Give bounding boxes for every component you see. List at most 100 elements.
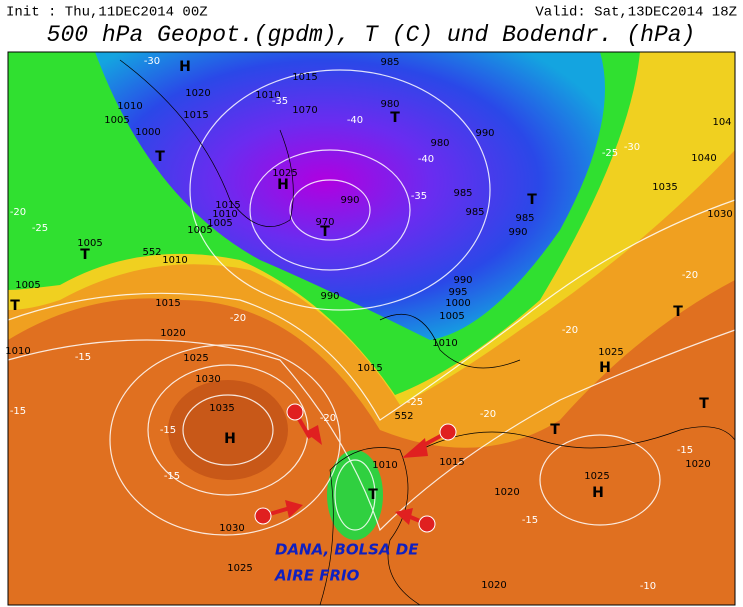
isobar-label: 1015	[183, 110, 208, 121]
cold-core	[95, 52, 605, 340]
isobar-label: 1025	[272, 168, 297, 179]
isobar-label: 1005	[207, 218, 232, 229]
isobar-label: 1010	[372, 460, 397, 471]
pressure-center: T	[368, 487, 378, 503]
temperature-label: -35	[272, 96, 288, 107]
pressure-center: H	[592, 485, 604, 501]
isobar-label: 1005	[77, 238, 102, 249]
isobar-label: 980	[430, 138, 449, 149]
isobar-label: 1015	[292, 72, 317, 83]
temperature-label: -20	[682, 270, 698, 281]
temperature-label: -15	[160, 425, 176, 436]
isobar-label: 990	[453, 275, 472, 286]
isobar-label: 1070	[292, 105, 317, 116]
isobar-label: 985	[380, 57, 399, 68]
temperature-label: -20	[230, 313, 246, 324]
pressure-center: T	[390, 110, 400, 126]
isobar-label: 552	[142, 247, 161, 258]
isobar-label: 1040	[691, 153, 716, 164]
temperature-label: -15	[677, 445, 693, 456]
map-title: 500 hPa Geopot.(gpdm), T (C) und Bodendr…	[47, 22, 696, 48]
temperature-label: -15	[75, 352, 91, 363]
pressure-center: T	[699, 396, 709, 412]
isobar-label: 990	[508, 227, 527, 238]
temperature-label: -15	[164, 471, 180, 482]
temperature-label: -25	[32, 223, 48, 234]
valid-text: Valid: Sat,13DEC2014 18Z	[535, 5, 737, 21]
isobar-label: 1015	[439, 457, 464, 468]
isobar-label: 1035	[209, 403, 234, 414]
isobar-label: 1015	[357, 363, 382, 374]
isobar-label: 1015	[215, 200, 240, 211]
temperature-label: -30	[144, 56, 160, 67]
isobar-label: 1005	[104, 115, 129, 126]
isobar-label: 990	[475, 128, 494, 139]
isobar-label: 1000	[445, 298, 470, 309]
isobar-label: 1010	[212, 209, 237, 220]
temperature-label: -10	[640, 581, 656, 592]
isobar-label: 1025	[598, 347, 623, 358]
isobar-label: 1020	[494, 487, 519, 498]
isobar-label: 1020	[685, 459, 710, 470]
annotation: AIRE FRIO	[274, 567, 360, 585]
isobar-label: 1035	[652, 182, 677, 193]
temperature-label: -40	[418, 154, 434, 165]
isobar-label: 985	[453, 188, 472, 199]
map-frame	[7, 51, 736, 606]
temperature-label: -20	[10, 207, 26, 218]
temperature-label: -30	[624, 142, 640, 153]
isobar-label: 970	[315, 217, 334, 228]
isobar-label: 980	[380, 99, 399, 110]
temperature-label: -20	[320, 413, 336, 424]
temperature-label: -15	[10, 406, 26, 417]
isobar-label: 1010	[255, 90, 280, 101]
temperature-label: -40	[347, 115, 363, 126]
arrows	[254, 403, 457, 533]
isobar-label: 1010	[432, 338, 457, 349]
isobar-label: 104	[712, 117, 731, 128]
isobar-label: 1030	[707, 209, 732, 220]
isobar-label: 1010	[5, 346, 30, 357]
coastlines	[119, 59, 736, 606]
isobar-label: 1020	[160, 328, 185, 339]
pressure-center: H	[224, 431, 236, 447]
pressure-center: T	[550, 422, 560, 438]
temperature-label: -25	[602, 148, 618, 159]
isobar-label: 1015	[155, 298, 180, 309]
isobar-label: 1010	[117, 101, 142, 112]
cutoff-low	[327, 450, 383, 540]
isobar-label: 990	[320, 291, 339, 302]
isobar-label: 985	[515, 213, 534, 224]
isobar-label: 1020	[185, 88, 210, 99]
temperature-label: -25	[407, 397, 423, 408]
isobar-label: 1025	[584, 471, 609, 482]
pressure-center: H	[599, 360, 611, 376]
init-text: Init : Thu,11DEC2014 00Z	[6, 5, 208, 21]
isobar-label: 1020	[481, 580, 506, 591]
pressure-center: H	[277, 177, 289, 193]
isobar-label: 1000	[135, 127, 160, 138]
high-core	[168, 380, 288, 480]
isobar-label: 1005	[439, 311, 464, 322]
map: DANA, BOLSA DE AIRE FRIO H 1015 985 1020 101…	[5, 52, 736, 606]
isobar-label: 1025	[227, 563, 252, 574]
pressure-center: T	[10, 298, 20, 314]
isobar-label: 990	[340, 195, 359, 206]
pressure-center: T	[155, 149, 165, 165]
pressure-center: H	[179, 59, 191, 75]
pressure-center: T	[80, 247, 90, 263]
isobar-label: 1025	[183, 353, 208, 364]
temperature-label: -20	[480, 409, 496, 420]
isobar-label: 1005	[15, 280, 40, 291]
contours	[7, 69, 736, 536]
pressure-center: T	[320, 224, 330, 240]
isobar-label: 552	[394, 411, 413, 422]
isobar-label: 1005	[187, 225, 212, 236]
isobar-label: 985	[465, 207, 484, 218]
pressure-center: T	[527, 192, 537, 208]
isobar-label: 995	[448, 287, 467, 298]
temperature-label: -15	[522, 515, 538, 526]
pressure-center: T	[673, 304, 683, 320]
